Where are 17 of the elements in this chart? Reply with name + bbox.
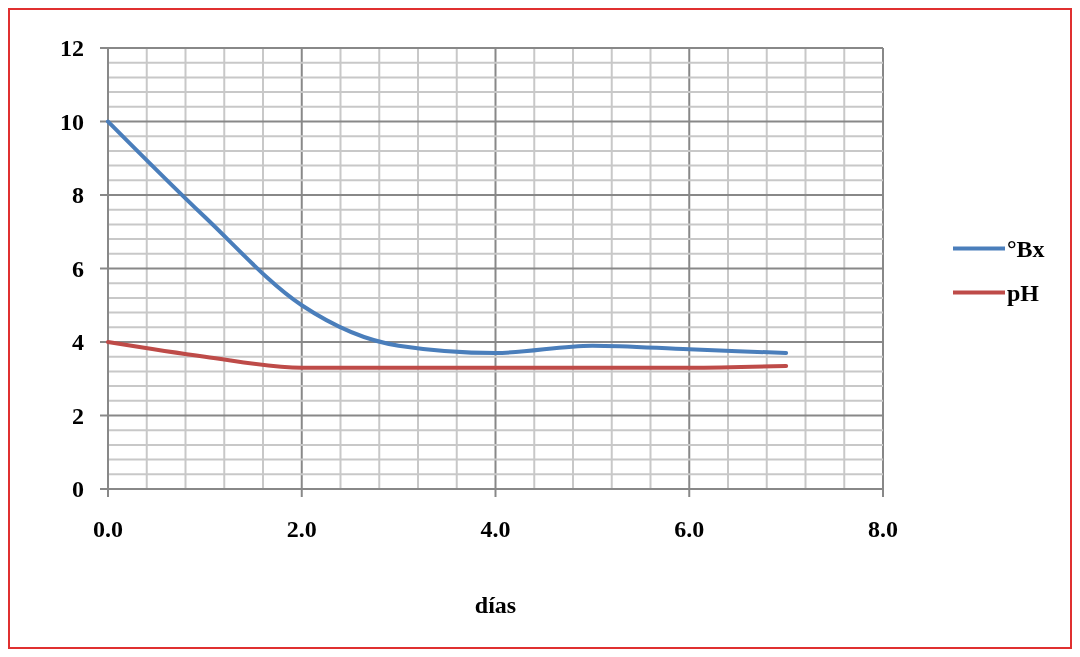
- y-tick-label: 10: [60, 108, 84, 135]
- x-axis-title: días: [474, 592, 517, 618]
- y-tick-label: 2: [72, 402, 84, 429]
- y-tick-label: 4: [72, 329, 84, 356]
- legend-label: °Bx: [1007, 235, 1045, 262]
- y-tick-label: 0: [72, 476, 84, 503]
- x-tick-label: 0.0: [93, 516, 123, 542]
- x-tick-label: 2.0: [286, 516, 317, 542]
- x-tick-label: 6.0: [674, 516, 705, 542]
- x-tick-label: 4.0: [480, 516, 511, 542]
- line-series: [106, 119, 789, 356]
- line-series: [106, 340, 789, 370]
- x-tick-label: 8.0: [868, 516, 898, 542]
- y-tick-label: 12: [60, 35, 84, 62]
- legend-label: pH: [1007, 279, 1040, 306]
- y-tick-label: 8: [72, 182, 84, 209]
- y-tick-label: 6: [72, 255, 84, 282]
